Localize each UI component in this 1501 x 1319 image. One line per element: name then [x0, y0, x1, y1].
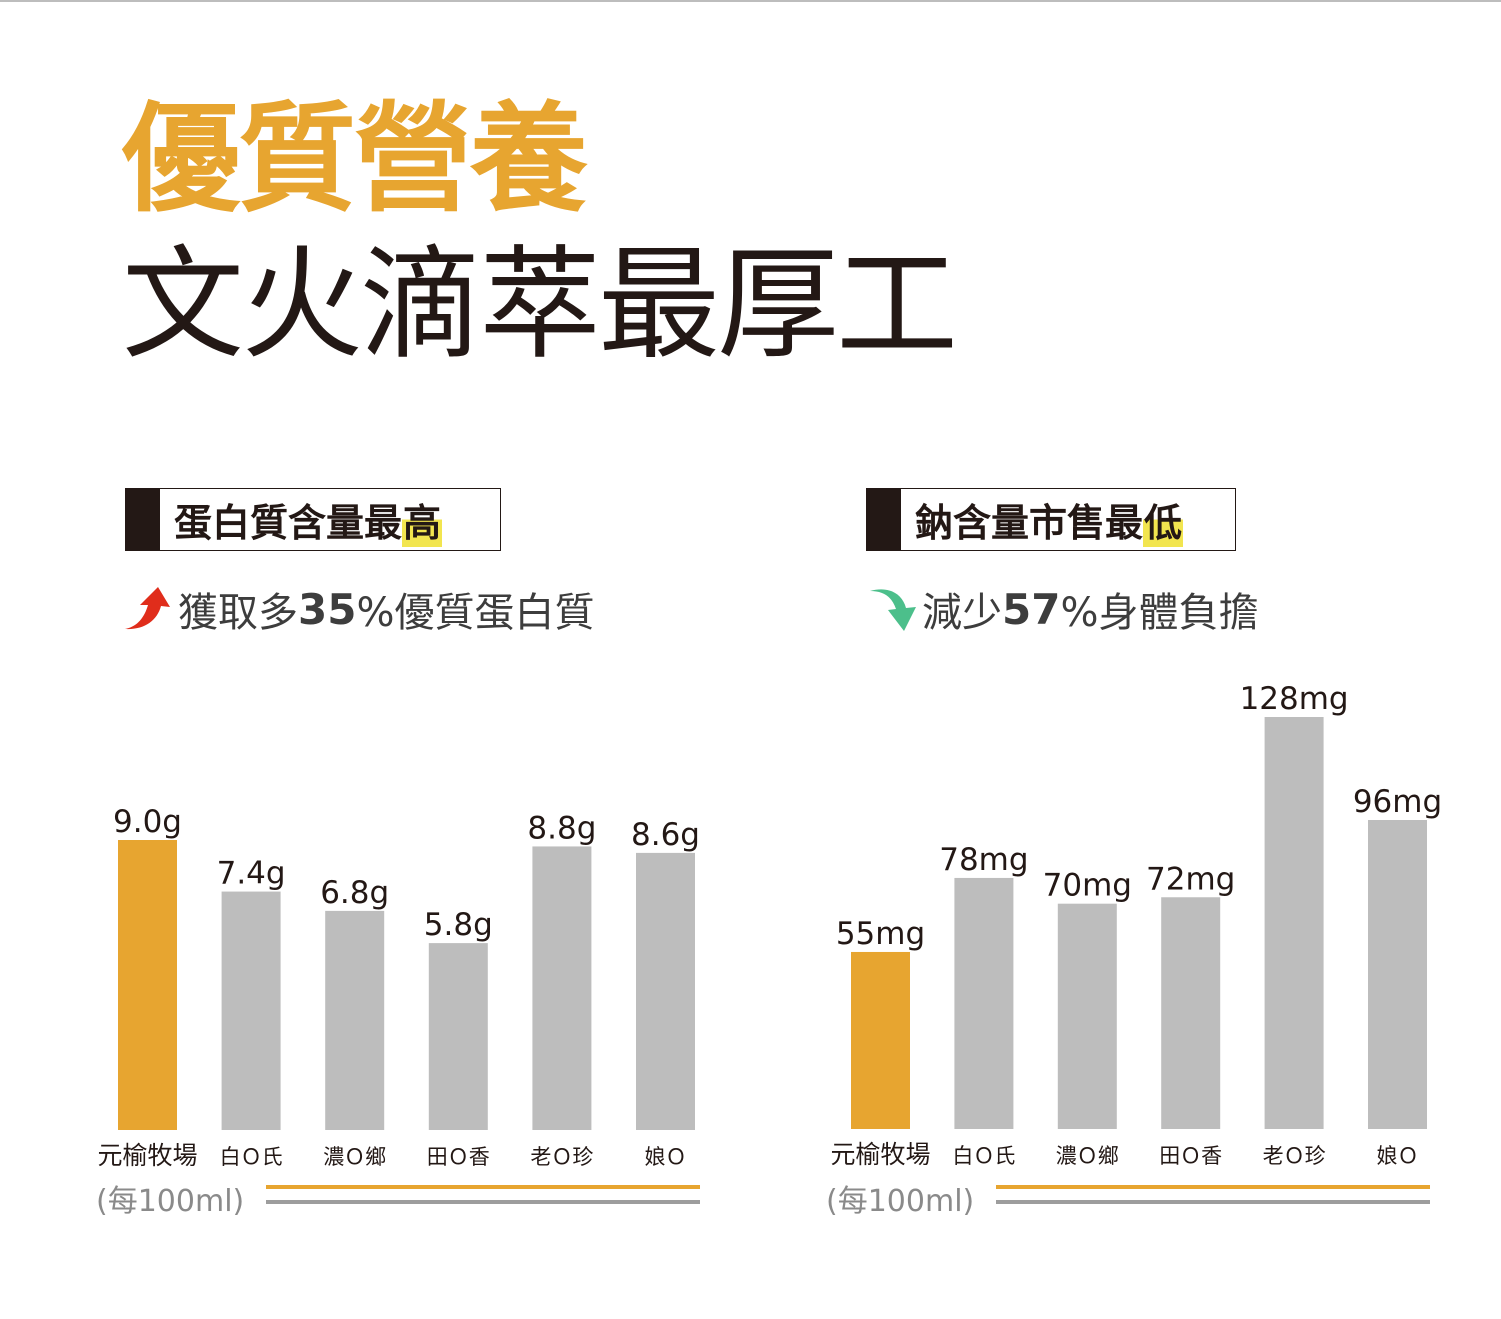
category-label-0: 元榆牧場 — [830, 1140, 930, 1169]
protein-claim-prefix: 獲取多 — [178, 590, 298, 636]
red-up-arrow-icon — [125, 587, 170, 630]
protein-claim-suffix: %優質蛋白質 — [356, 590, 595, 636]
bar-0 — [118, 840, 177, 1130]
protein-claim-number: 35 — [298, 584, 357, 634]
protein-label: 蛋白質含量最高 — [160, 492, 464, 547]
category-label-2: 濃Ｏ鄉 — [1056, 1144, 1119, 1168]
label-bar — [867, 489, 901, 550]
value-label-3: 72mg — [1146, 861, 1235, 897]
value-label-5: 8.6g — [631, 817, 700, 853]
sodium-claim-prefix: 減少 — [922, 590, 1002, 636]
bar-3 — [428, 943, 488, 1130]
sodium-bar-chart: 55mg 元榆牧場 78mg 白Ｏ氏 70mg 濃Ｏ鄉 72mg 田Ｏ香 128mg 老Ｏ珍 96m… — [830, 681, 1442, 1169]
protein-gray-rule — [266, 1200, 700, 1204]
value-label-1: 7.4g — [217, 856, 286, 892]
protein-bar-chart: 9.0g 元榆牧場 7.4g 白Ｏ氏 6.8g 濃Ｏ鄉 5.8g 田Ｏ香 8.8g 老Ｏ珍 8.6g… — [97, 804, 700, 1170]
protein-orange-rule — [266, 1185, 700, 1189]
bar-1 — [221, 891, 281, 1130]
sodium-label-prefix: 鈉含量市售最 — [915, 501, 1144, 545]
subline: 文火滴萃最厚工 — [122, 234, 958, 376]
category-label-4: 老Ｏ珍 — [530, 1145, 593, 1169]
sodium-claim-number: 57 — [1002, 584, 1061, 634]
value-label-2: 6.8g — [320, 875, 389, 911]
protein-panel: 蛋白質含量最高 獲取多 35 %優質蛋白質 9.0g 元榆牧場 7.4g 白Ｏ氏 6.8g 濃… — [96, 488, 796, 1248]
sodium-label: 鈉含量市售最低 — [901, 492, 1205, 547]
protein-label-highlight: 高 — [402, 492, 443, 547]
category-label-3: 田Ｏ香 — [1159, 1144, 1222, 1168]
sodium-unit-note: (每100ml) — [826, 1184, 975, 1219]
bar-2 — [1057, 903, 1117, 1129]
headline: 優質營養 — [122, 90, 588, 228]
protein-label-prefix: 蛋白質含量最 — [174, 501, 403, 545]
sodium-panel: 鈉含量市售最低 減少 57 %身體負擔 55mg 元榆牧場 78mg 白Ｏ氏 70mg 濃Ｏ鄉… — [826, 488, 1501, 1248]
value-label-1: 78mg — [939, 842, 1028, 878]
value-label-3: 5.8g — [424, 907, 493, 943]
label-bar — [126, 489, 160, 550]
protein-claim: 獲取多 35 %優質蛋白質 — [122, 580, 594, 638]
value-label-0: 55mg — [836, 916, 925, 952]
value-label-5: 96mg — [1353, 784, 1442, 820]
category-label-4: 老Ｏ珍 — [1263, 1144, 1326, 1168]
sodium-claim-suffix: %身體負擔 — [1060, 590, 1259, 636]
category-label-5: 娘Ｏ — [645, 1145, 687, 1169]
green-down-arrow-icon — [870, 589, 916, 631]
category-label-3: 田Ｏ香 — [427, 1145, 490, 1169]
sodium-label-highlight: 低 — [1143, 492, 1184, 547]
bar-0 — [851, 951, 910, 1129]
bar-2 — [325, 910, 385, 1130]
category-label-1: 白Ｏ氏 — [220, 1145, 283, 1169]
value-label-4: 8.8g — [527, 810, 596, 846]
category-label-1: 白Ｏ氏 — [952, 1144, 1015, 1168]
sodium-label-box: 鈉含量市售最低 — [866, 488, 1236, 551]
sodium-claim: 減少 57 %身體負擔 — [866, 580, 1258, 638]
bar-4 — [1264, 717, 1324, 1129]
category-label-0: 元榆牧場 — [97, 1141, 197, 1170]
protein-unit-note: (每100ml) — [96, 1184, 245, 1219]
category-label-5: 娘Ｏ — [1377, 1144, 1419, 1168]
bar-5 — [1368, 820, 1427, 1129]
value-label-2: 70mg — [1043, 868, 1132, 904]
sodium-gray-rule — [996, 1200, 1430, 1204]
protein-label-box: 蛋白質含量最高 — [125, 488, 501, 551]
value-label-0: 9.0g — [113, 804, 182, 840]
bar-4 — [532, 846, 592, 1130]
bar-3 — [1161, 897, 1221, 1129]
top-border — [0, 0, 1501, 2]
value-label-4: 128mg — [1240, 681, 1349, 717]
category-label-2: 濃Ｏ鄉 — [323, 1145, 386, 1169]
bar-1 — [954, 877, 1014, 1129]
bar-5 — [636, 852, 695, 1130]
sodium-orange-rule — [996, 1185, 1430, 1189]
